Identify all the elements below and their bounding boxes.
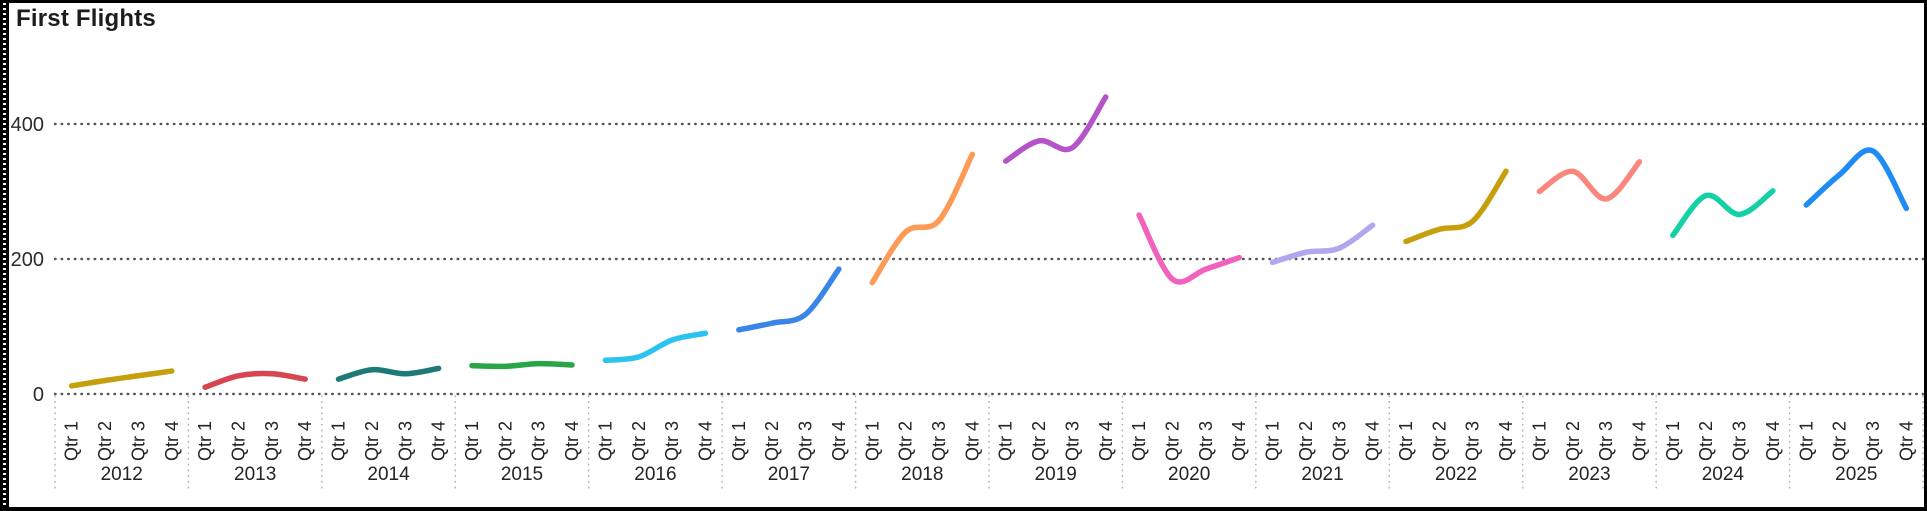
x-axis-quarter-label: Qtr 3: [1329, 421, 1349, 461]
x-axis-quarter-label: Qtr 4: [1096, 421, 1116, 461]
series-line-2013[interactable]: [202, 370, 308, 390]
x-axis-quarter-label: Qtr 1: [1396, 421, 1416, 461]
x-axis-quarter-label: Qtr 4: [162, 421, 182, 461]
x-axis-quarter-label: Qtr 4: [562, 421, 582, 461]
series-line-2022[interactable]: [1403, 168, 1509, 245]
x-axis-quarter-label: Qtr 3: [1062, 421, 1082, 461]
x-axis-quarter-label: Qtr 3: [662, 421, 682, 461]
x-axis-quarter-label: Qtr 3: [1196, 421, 1216, 461]
x-axis-quarter-label: Qtr 3: [395, 421, 415, 461]
line-chart: 0 200 400 Qtr 1 Qtr 2 Qtr 3 Qtr 4 2012 Qtr 1 Qtr …: [11, 94, 1924, 493]
x-axis-quarter-label: Qtr 2: [95, 421, 115, 461]
x-axis-quarter-label: Qtr 1: [595, 421, 615, 461]
x-axis-quarter-label: Qtr 4: [1496, 421, 1516, 461]
x-axis-quarter-label: Qtr 1: [1663, 421, 1683, 461]
x-axis-quarter-label: Qtr 4: [1363, 421, 1383, 461]
x-axis-quarter-label: Qtr 4: [295, 421, 315, 461]
x-axis-quarter-label: Qtr 3: [128, 421, 148, 461]
series-line-2023[interactable]: [1536, 159, 1643, 202]
x-axis-quarter-label: Qtr 2: [228, 421, 248, 461]
series-line-2021[interactable]: [1269, 222, 1376, 266]
x-axis-quarter-label: Qtr 4: [1229, 421, 1249, 461]
x-axis-quarter-label: Qtr 1: [862, 421, 882, 461]
x-axis-year-label: 2014: [367, 464, 410, 485]
y-tick-label: 200: [11, 249, 44, 271]
x-axis-year-label: 2023: [1568, 464, 1610, 485]
x-axis-quarter-label: Qtr 2: [1429, 421, 1449, 461]
x-axis-quarter-label: Qtr 1: [1529, 421, 1549, 461]
x-axis-quarter-label: Qtr 2: [762, 421, 782, 461]
chart-title: First Flights: [16, 5, 156, 32]
x-axis-quarter-label: Qtr 4: [1896, 421, 1916, 461]
x-axis-quarter-label: Qtr 1: [462, 421, 482, 461]
series-line-2014[interactable]: [335, 365, 442, 382]
x-axis-quarter-label: Qtr 2: [1563, 421, 1583, 461]
x-axis-year-label: 2022: [1435, 464, 1477, 485]
x-axis-quarter-label: Qtr 2: [1029, 421, 1049, 461]
y-tick-label: 0: [33, 384, 44, 406]
x-axis-quarter-label: Qtr 2: [362, 421, 382, 461]
x-axis-quarter-label: Qtr 1: [62, 421, 82, 461]
series-line-2012[interactable]: [68, 368, 175, 389]
series-line-2019[interactable]: [1002, 94, 1109, 164]
x-axis-quarter-label: Qtr 2: [1296, 421, 1316, 461]
x-axis-year-label: 2015: [501, 464, 543, 485]
x-axis-quarter-label: Qtr 2: [495, 421, 515, 461]
x-axis-quarter-label: Qtr 3: [1863, 421, 1883, 461]
x-axis-year-label: 2025: [1835, 464, 1877, 485]
x-axis-year-label: 2024: [1702, 464, 1745, 485]
x-axis-quarter-label: Qtr 1: [1129, 421, 1149, 461]
x-axis-quarter-label: Qtr 2: [896, 421, 916, 461]
x-axis-year-label: 2021: [1301, 464, 1343, 485]
x-axis-quarter-label: Qtr 1: [1796, 421, 1816, 461]
x-axis-quarter-label: Qtr 3: [1730, 421, 1750, 461]
x-axis-quarter-label: Qtr 2: [1830, 421, 1850, 461]
x-axis-quarter-label: Qtr 3: [796, 421, 816, 461]
x-axis-quarter-label: Qtr 4: [429, 421, 449, 461]
x-axis-quarter-label: Qtr 1: [195, 421, 215, 461]
series-line-2016[interactable]: [602, 330, 709, 363]
x-axis-quarter-label: Qtr 2: [629, 421, 649, 461]
x-axis-quarter-label: Qtr 2: [1696, 421, 1716, 461]
x-axis-quarter-label: Qtr 3: [1596, 421, 1616, 461]
x-axis-quarter-label: Qtr 1: [1263, 421, 1283, 461]
x-axis-quarter-label: Qtr 3: [529, 421, 549, 461]
x-axis-quarter-label: Qtr 4: [1763, 421, 1783, 461]
selection-handle-bar: [0, 3, 9, 507]
x-axis-quarter-label: Qtr 3: [262, 421, 282, 461]
x-axis-quarter-label: Qtr 4: [829, 421, 849, 461]
series-line-2015[interactable]: [469, 360, 575, 370]
y-tick-label: 400: [11, 114, 44, 136]
x-axis-quarter-label: Qtr 3: [1463, 421, 1483, 461]
x-axis-quarter-label: Qtr 1: [996, 421, 1016, 461]
x-axis-year-label: 2012: [101, 464, 143, 485]
x-axis-year-label: 2017: [768, 464, 810, 485]
x-axis-quarter-label: Qtr 1: [329, 421, 349, 461]
x-axis-year-label: 2013: [234, 464, 276, 485]
x-axis-quarter-label: Qtr 2: [1162, 421, 1182, 461]
series-line-2018[interactable]: [869, 151, 976, 286]
x-axis-year-label: 2018: [901, 464, 943, 485]
x-axis-year-label: 2020: [1168, 464, 1210, 485]
x-axis-quarter-label: Qtr 1: [729, 421, 749, 461]
series-line-2025[interactable]: [1803, 147, 1910, 212]
series-line-2017[interactable]: [736, 266, 842, 333]
x-axis-year-label: 2019: [1035, 464, 1077, 485]
series-line-2024[interactable]: [1670, 188, 1776, 239]
x-axis-quarter-label: Qtr 4: [962, 421, 982, 461]
series-line-2020[interactable]: [1136, 212, 1242, 285]
x-axis-quarter-label: Qtr 4: [695, 421, 715, 461]
x-axis-quarter-label: Qtr 3: [929, 421, 949, 461]
x-axis-year-label: 2016: [634, 464, 676, 485]
x-axis-quarter-label: Qtr 4: [1629, 421, 1649, 461]
